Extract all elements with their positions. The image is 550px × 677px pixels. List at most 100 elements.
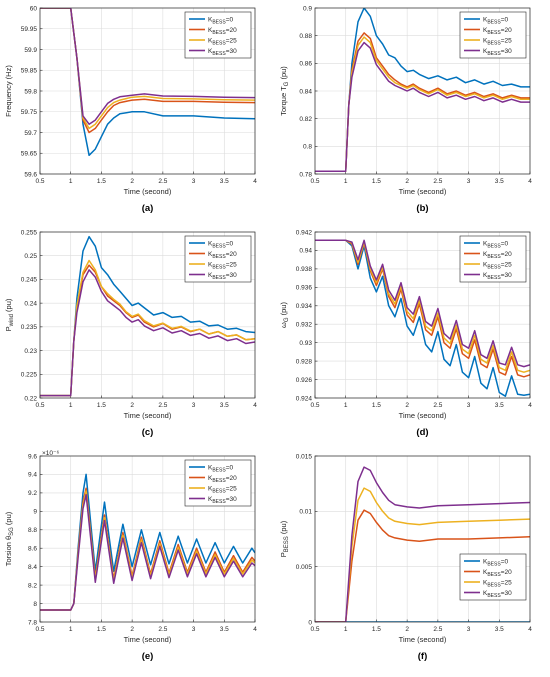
y-tick-label: 59.6 (24, 171, 37, 178)
legend-entry-label: KBESS=20 (208, 475, 237, 484)
chart-panel-f: 0.5 1 1.5 2 2.5 3 3.5 4 0 0.005 0.01 0.015 Time (sec… (275, 448, 550, 677)
y-tick-label: 0 (308, 619, 312, 626)
chart-svg: 0.5 1 1.5 2 2.5 3 3.5 4 0 0.005 0.01 0.015 Time (sec… (279, 453, 532, 662)
legend-entry-label: KBESS=20 (208, 27, 237, 36)
y-tick-label: 59.9 (24, 47, 37, 54)
y-tick-label: 0.938 (296, 266, 313, 273)
legend-entry-label: KBESS=25 (208, 38, 237, 47)
y-tick-label: 0.934 (296, 303, 313, 310)
chart-panel-c: 0.5 1 1.5 2 2.5 3 3.5 4 0.22 0.225 0.23 0.235 0.24 0.… (0, 224, 275, 453)
axes-frame (39, 7, 256, 175)
y-tick-label: 9.2 (28, 490, 37, 497)
y-tick-label: 0.255 (21, 229, 38, 236)
y-tick-label: 0.936 (296, 285, 313, 292)
y-tick-label: 0.84 (299, 88, 312, 95)
x-tick-label: 3.5 (495, 178, 504, 185)
y-tick-label: 9 (33, 509, 37, 516)
y-tick-label: 0.932 (296, 322, 313, 329)
x-tick-label: 1.5 (97, 402, 106, 409)
y-tick-label: 59.95 (21, 26, 38, 33)
y-axis-label: Torsion θSG (pu) (4, 511, 15, 566)
y-tick-label: 0.25 (24, 253, 37, 260)
y-tick-label: 0.86 (299, 61, 312, 68)
legend-entry-label: KBESS=25 (208, 262, 237, 271)
axes-frame (314, 455, 531, 623)
x-tick-label: 4 (253, 626, 257, 633)
series-line-1 (315, 32, 530, 172)
y-tick-label: 9.6 (28, 453, 37, 460)
x-axis-label: Time (second) (399, 411, 447, 420)
y-tick-label: 60 (30, 5, 38, 12)
panel-caption: (a) (142, 203, 154, 214)
y-tick-label: 9.4 (28, 472, 37, 479)
series-line-3 (315, 41, 530, 172)
y-axis-label: Torque TG (pu) (279, 66, 290, 116)
x-tick-label: 0.5 (35, 626, 44, 633)
x-tick-label: 2.5 (158, 178, 167, 185)
panel-caption: (d) (416, 427, 428, 438)
x-tick-label: 0.5 (310, 402, 319, 409)
y-tick-label: 8.6 (28, 546, 37, 553)
y-tick-label: 0.23 (24, 348, 37, 355)
legend-entry-label: KBESS=20 (483, 251, 512, 260)
y-tick-label: 59.8 (24, 88, 37, 95)
x-tick-label: 3 (467, 178, 471, 185)
x-tick-label: 0.5 (35, 402, 44, 409)
y-tick-label: 0.78 (299, 171, 312, 178)
legend-entry-label: KBESS=30 (208, 496, 237, 505)
x-tick-label: 2.5 (433, 178, 442, 185)
y-tick-label: 0.93 (299, 340, 312, 347)
chart-panel-e: 0.5 1 1.5 2 2.5 3 3.5 4 7.8 8 8.2 8.4 8.6 8.8 9 9.2 9.4 9… (0, 448, 275, 677)
chart-svg: 0.5 1 1.5 2 2.5 3 3.5 4 0.924 0.926 0.928 0.93 0.932… (279, 229, 532, 438)
x-axis-label: Time (second) (399, 187, 447, 196)
x-tick-label: 2.5 (158, 402, 167, 409)
legend-entry-label: KBESS=0 (208, 465, 233, 474)
y-tick-label: 0.015 (296, 453, 313, 460)
y-axis-label: Pwind (pu) (4, 298, 15, 331)
x-tick-label: 3.5 (495, 402, 504, 409)
x-tick-label: 3.5 (220, 402, 229, 409)
legend-entry-label: KBESS=25 (483, 262, 512, 271)
legend-entry-label: KBESS=20 (483, 27, 512, 36)
chart-panel-a: 0.5 1 1.5 2 2.5 3 3.5 4 59.6 59.65 59.7 59.75 59.8 59… (0, 0, 275, 229)
chart-svg: 0.5 1 1.5 2 2.5 3 3.5 4 59.6 59.65 59.7 59.75 59.8 59… (4, 5, 257, 214)
x-tick-label: 3 (192, 402, 196, 409)
axes-frame (314, 231, 531, 399)
x-tick-label: 2 (130, 402, 134, 409)
chart-panel-d: 0.5 1 1.5 2 2.5 3 3.5 4 0.924 0.926 0.928 0.93 0.932… (275, 224, 550, 453)
y-tick-label: 0.928 (296, 358, 313, 365)
legend-entry-label: KBESS=30 (483, 48, 512, 57)
panel-caption: (e) (142, 651, 154, 662)
panel-caption: (b) (416, 203, 428, 214)
y-tick-label: 0.82 (299, 116, 312, 123)
x-tick-label: 3.5 (220, 178, 229, 185)
x-tick-label: 4 (528, 626, 532, 633)
x-tick-label: 4 (253, 402, 257, 409)
x-tick-label: 0.5 (310, 178, 319, 185)
x-tick-label: 1.5 (372, 402, 381, 409)
axes-frame (39, 455, 256, 623)
y-tick-label: 0.88 (299, 33, 312, 40)
series-line-3 (40, 8, 255, 125)
legend-entry-label: KBESS=20 (208, 251, 237, 260)
chart-panel-b: 0.5 1 1.5 2 2.5 3 3.5 4 0.78 0.8 0.82 0.84 0.86 0.88 0… (275, 0, 550, 229)
y-axis-label: PBESS (pu) (279, 520, 290, 557)
y-tick-label: 0.245 (21, 277, 38, 284)
x-tick-label: 1 (344, 178, 348, 185)
x-tick-label: 4 (528, 178, 532, 185)
x-tick-label: 1.5 (372, 178, 381, 185)
y-axis-label: Frequency (Hz) (4, 65, 13, 117)
y-tick-label: 8.8 (28, 527, 37, 534)
series-line-3 (40, 493, 255, 611)
x-tick-label: 0.5 (35, 178, 44, 185)
x-tick-label: 3 (467, 402, 471, 409)
panel-caption: (c) (142, 427, 154, 438)
series-line-0 (40, 235, 255, 397)
series-line-1 (315, 509, 530, 622)
x-tick-label: 1 (69, 626, 73, 633)
x-tick-label: 1.5 (97, 178, 106, 185)
